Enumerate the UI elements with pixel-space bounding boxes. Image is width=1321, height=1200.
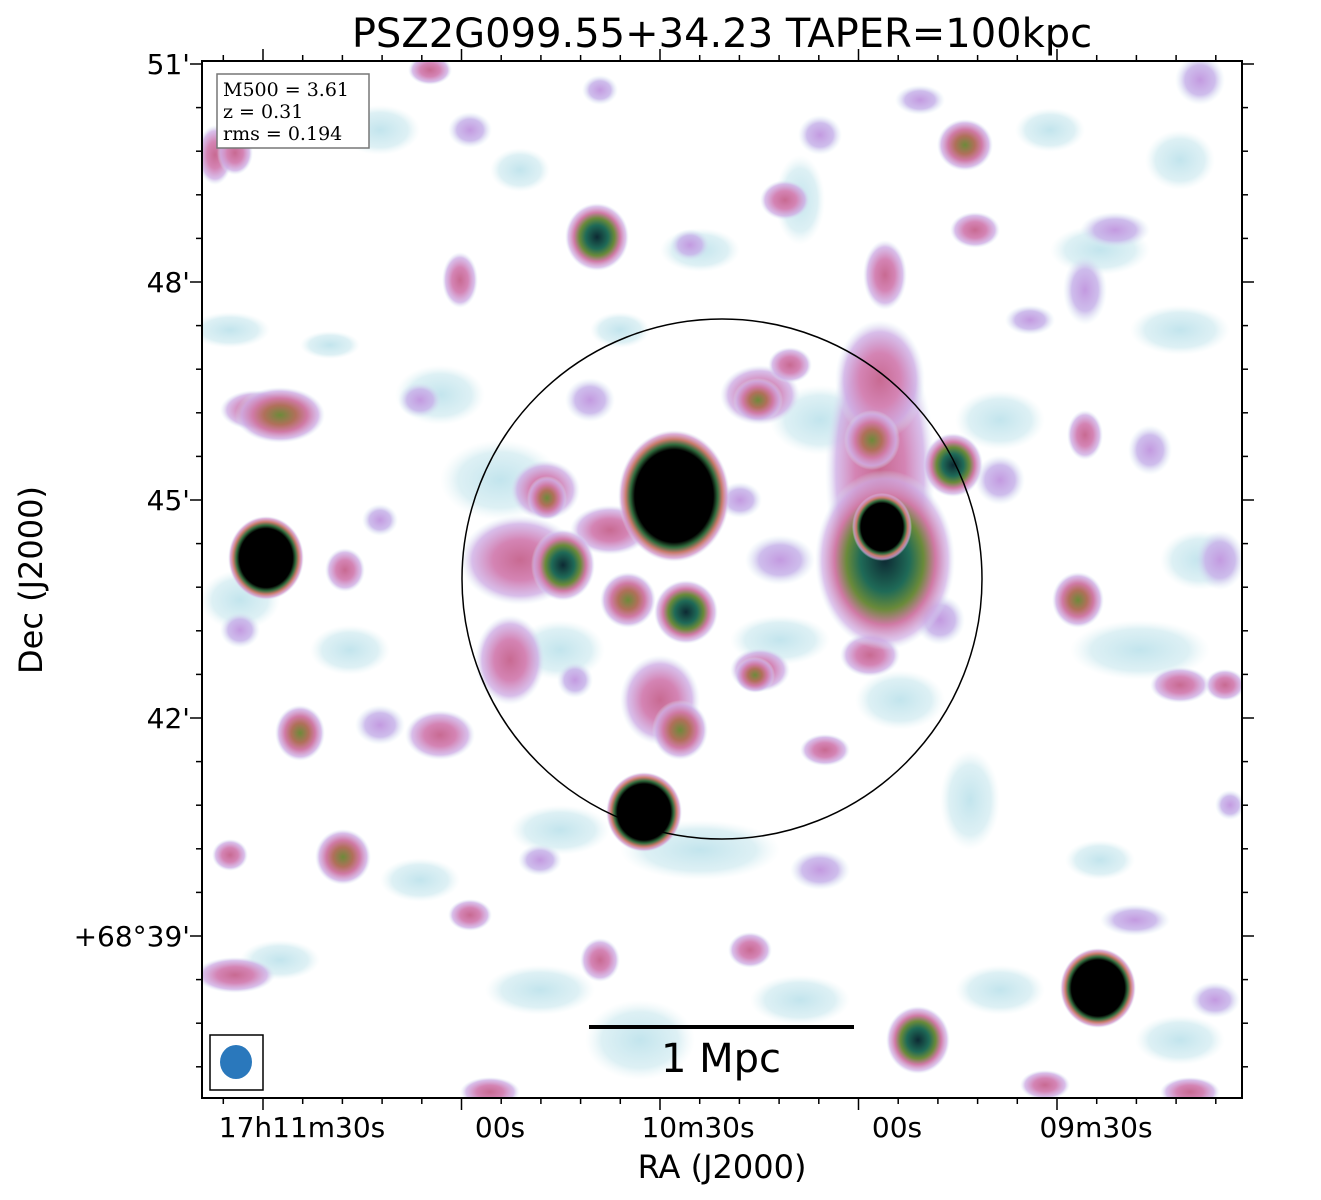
- info-box: M500 = 3.61 z = 0.31 rms = 0.194: [216, 73, 370, 149]
- scale-bar: 1 Mpc: [589, 1025, 854, 1082]
- y-tick-label-1: 51': [147, 48, 190, 81]
- beam-ellipse-icon: [220, 1045, 252, 1079]
- x-tick-label-5: 09m30s: [1039, 1111, 1152, 1144]
- y-tick-label-4: 42': [147, 702, 190, 735]
- info-mass: M500 = 3.61: [223, 79, 349, 101]
- axis-ticks: [190, 49, 1254, 1110]
- y-tick-label-2: 48': [147, 266, 190, 299]
- radio-image: [202, 61, 1242, 1098]
- saturated-sources: [228, 430, 1136, 1028]
- x-axis-label: RA (J2000): [638, 1148, 807, 1186]
- beam-box: [209, 1034, 264, 1091]
- figure-title: PSZ2G099.55+34.23 TAPER=100kpc: [352, 11, 1092, 57]
- y-tick-label-3: 45': [147, 484, 190, 517]
- y-tick-label-5: +68°39': [74, 920, 190, 953]
- info-redshift: z = 0.31: [223, 101, 303, 123]
- x-tick-label-2: 00s: [475, 1111, 525, 1144]
- scale-bar-label: 1 Mpc: [661, 1036, 781, 1082]
- info-rms: rms = 0.194: [223, 123, 342, 145]
- x-tick-label-1: 17h11m30s: [219, 1111, 386, 1144]
- x-tick-label-3: 10m30s: [641, 1111, 754, 1144]
- y-axis-label: Dec (J2000): [12, 486, 50, 674]
- r500-circle: [461, 318, 983, 840]
- plot-frame: [201, 60, 1243, 1099]
- x-tick-label-4: 00s: [872, 1111, 922, 1144]
